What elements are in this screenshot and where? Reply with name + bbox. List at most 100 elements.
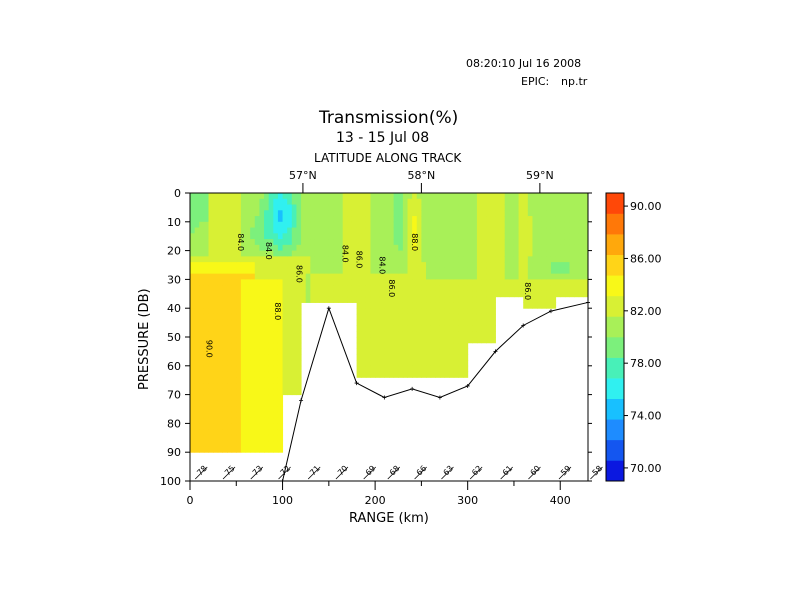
y-tick-label: 100 xyxy=(160,475,181,488)
station-marker xyxy=(363,466,376,480)
contour-label: 88.0 xyxy=(410,233,419,251)
station-marker xyxy=(469,466,483,480)
timestamp: 08:20:10 Jul 16 2008 xyxy=(466,57,582,70)
station-marker xyxy=(528,466,541,480)
station-label: 69 xyxy=(364,464,378,478)
contour-label: 84.0 xyxy=(264,242,273,260)
bottom-depth-line xyxy=(282,301,589,482)
depth-marker xyxy=(437,395,442,400)
depth-marker xyxy=(410,386,415,391)
colorbar-band xyxy=(606,213,624,235)
depth-marker xyxy=(521,323,526,328)
depth-marker xyxy=(548,309,553,314)
station-marker xyxy=(590,466,603,480)
station-label: 62 xyxy=(470,464,484,478)
depth-marker xyxy=(493,349,498,354)
contour-label: 84.0 xyxy=(236,233,245,251)
station-label: 66 xyxy=(415,464,429,478)
contour-label: 84.0 xyxy=(341,245,350,263)
y-tick-label: 80 xyxy=(167,417,181,430)
y-tick-label: 0 xyxy=(174,187,181,200)
depth-marker xyxy=(354,381,359,386)
colorbar-label: 82.00 xyxy=(630,305,662,318)
epic-label: EPIC: xyxy=(521,75,550,88)
colorbar-band xyxy=(606,439,624,461)
contour-label: 86.0 xyxy=(355,251,364,269)
station-label: 75 xyxy=(223,464,237,478)
station-label: 61 xyxy=(501,464,515,478)
station-label: 59 xyxy=(559,464,573,478)
colorbar-band xyxy=(606,419,624,441)
station-marker xyxy=(441,466,454,480)
depth-marker xyxy=(382,395,387,400)
colorbar-band xyxy=(606,193,624,214)
station-label: 63 xyxy=(442,464,456,478)
depth-marker xyxy=(326,306,331,311)
colorbar-label: 78.00 xyxy=(630,357,662,370)
latitude-tick-label: 58°N xyxy=(408,169,436,182)
x-tick-label: 0 xyxy=(187,494,194,507)
chart-subtitle: 13 - 15 Jul 08 xyxy=(336,130,430,146)
station-label: 73 xyxy=(251,464,265,478)
y-tick-label: 60 xyxy=(167,360,181,373)
colorbar-band xyxy=(606,357,624,379)
y-tick-label: 20 xyxy=(167,245,181,258)
station-marker xyxy=(558,466,572,480)
latitude-tick-label: 59°N xyxy=(526,169,554,182)
station-label: 68 xyxy=(388,464,402,478)
station-label: 60 xyxy=(529,464,543,478)
x-tick-label: 300 xyxy=(457,494,478,507)
epic-file: np.tr xyxy=(561,75,588,88)
depth-marker xyxy=(465,383,470,388)
y-tick-label: 10 xyxy=(167,216,181,229)
contour-label: 84.0 xyxy=(378,256,387,274)
colorbar-band xyxy=(606,378,624,400)
depth-marker xyxy=(299,398,304,403)
colorbar-band xyxy=(606,398,624,420)
station-label: 58 xyxy=(591,464,605,478)
colorbar-label: 86.00 xyxy=(630,252,662,265)
y-tick-label: 30 xyxy=(167,273,181,286)
station-marker xyxy=(414,466,427,480)
station-marker xyxy=(387,466,401,480)
contour-label: 86.0 xyxy=(523,282,532,300)
station-marker xyxy=(335,466,349,480)
station-marker xyxy=(307,466,321,480)
colorbar-band xyxy=(606,254,624,276)
station-label: 78 xyxy=(195,464,209,478)
station-marker xyxy=(194,466,208,480)
colorbar-label: 90.00 xyxy=(630,200,662,213)
station-marker xyxy=(222,466,236,480)
colorbar-band xyxy=(606,275,624,297)
station-label: 71 xyxy=(308,464,322,478)
colorbar-band xyxy=(606,337,624,358)
colorbar-band xyxy=(606,295,624,317)
colorbar-band xyxy=(606,234,624,256)
colorbar-label: 70.00 xyxy=(630,462,662,475)
station-label: 72 xyxy=(279,464,293,478)
x-tick-label: 100 xyxy=(272,494,293,507)
station-marker xyxy=(500,466,513,480)
colorbar-frame xyxy=(605,192,625,482)
contour-label: 88.0 xyxy=(273,302,282,320)
contour-label: 86.0 xyxy=(294,265,303,283)
contour-label: 86.0 xyxy=(387,279,396,297)
colorbar-band xyxy=(606,460,624,482)
y-tick-label: 50 xyxy=(167,331,181,344)
colorbar-band xyxy=(606,316,624,338)
x-axis-label: RANGE (km) xyxy=(349,511,429,526)
station-label: 70 xyxy=(336,464,350,478)
contour-label: 90.0 xyxy=(205,340,214,358)
y-tick-label: 40 xyxy=(167,302,181,315)
chart-title: Transmission(%) xyxy=(319,108,459,128)
y-tick-label: 90 xyxy=(167,446,181,459)
y-tick-label: 70 xyxy=(167,389,181,402)
colorbar-label: 74.00 xyxy=(630,410,662,423)
x-tick-label: 400 xyxy=(550,494,571,507)
latitude-tick-label: 57°N xyxy=(289,169,317,182)
x-tick-label: 200 xyxy=(365,494,386,507)
station-marker xyxy=(278,466,291,480)
contour-fill xyxy=(190,193,589,453)
